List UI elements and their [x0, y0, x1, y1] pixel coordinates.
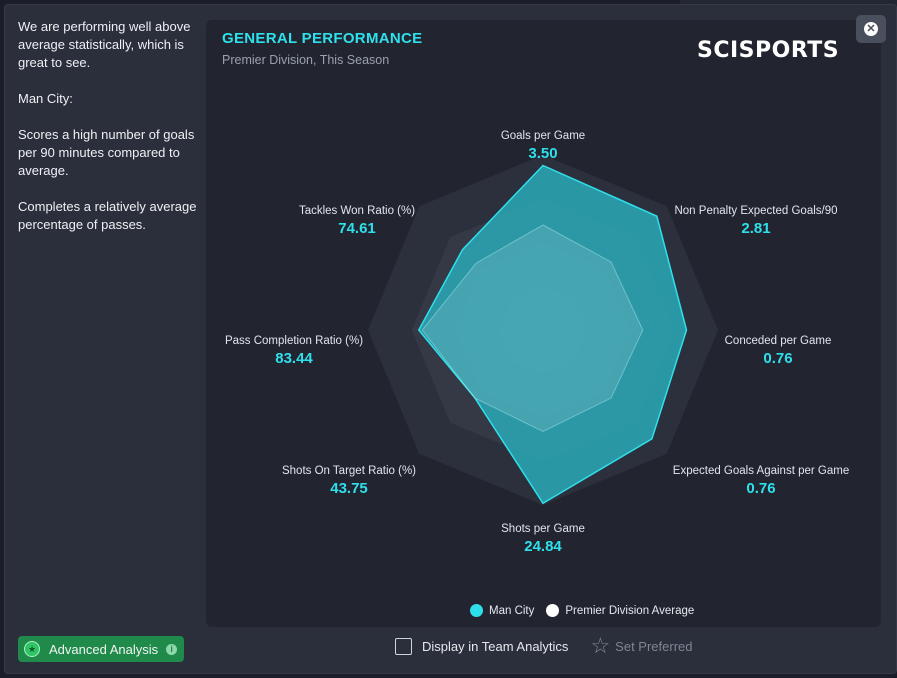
axis-label: Tackles Won Ratio (%) [298, 205, 416, 217]
summary-paragraph: Scores a high number of goals per 90 min… [18, 127, 195, 178]
sidebar-summary: We are performing well above average sta… [18, 18, 203, 252]
axis-value: 83.44 [275, 350, 313, 367]
set-preferred-label: Set Preferred [615, 638, 693, 654]
close-icon: ✕ [864, 22, 878, 36]
legend-swatch [470, 604, 483, 617]
axis-value: 3.50 [528, 145, 558, 162]
axis-value: 24.84 [524, 538, 562, 555]
axis-label: Goals per Game [500, 130, 586, 142]
bottom-controls: Display in Team Analytics ☆ Set Preferre… [395, 633, 693, 658]
axis-label: Non Penalty Expected Goals/90 [674, 205, 838, 217]
set-preferred-button[interactable]: ☆ Set Preferred [590, 633, 693, 658]
panel-title: GENERAL PERFORMANCE [222, 30, 423, 47]
legend-item-average: Premier Division Average [546, 604, 694, 617]
summary-paragraph: Completes a relatively average percentag… [18, 199, 197, 232]
axis-value: 43.75 [330, 480, 368, 497]
advanced-analysis-label: Advanced Analysis [49, 641, 159, 657]
axis-value: 74.61 [338, 220, 376, 237]
advanced-analysis-button[interactable]: ★ Advanced Analysis i [18, 636, 184, 662]
display-in-team-analytics-label[interactable]: Display in Team Analytics [422, 638, 569, 654]
axis-label: Shots per Game [501, 523, 585, 535]
axis-value: 2.81 [741, 220, 771, 237]
scisports-logo: SCISPORTS [697, 38, 840, 63]
axis-label: Conceded per Game [724, 335, 832, 347]
summary-paragraph: Man City: [18, 91, 73, 106]
display-in-team-analytics-checkbox[interactable] [395, 637, 412, 655]
star-outline-icon: ☆ [590, 633, 611, 658]
close-button[interactable]: ✕ [856, 15, 886, 43]
axis-value: 0.76 [763, 350, 793, 367]
performance-panel: GENERAL PERFORMANCE Premier Division, Th… [206, 20, 881, 627]
info-icon[interactable]: i [166, 643, 178, 655]
legend-label: Premier Division Average [565, 604, 695, 617]
panel-subtitle: Premier Division, This Season [222, 53, 390, 67]
star-badge-icon: ★ [24, 641, 40, 657]
axis-label: Pass Completion Ratio (%) [224, 335, 364, 347]
axis-value: 0.76 [746, 480, 776, 497]
summary-paragraph: We are performing well above average sta… [18, 19, 191, 70]
legend-item-team: Man City [470, 604, 534, 617]
legend-swatch [546, 604, 560, 617]
axis-label: Expected Goals Against per Game [672, 465, 850, 477]
axis-label: Shots On Target Ratio (%) [281, 465, 417, 477]
chart-legend: Man City Premier Division Average [470, 604, 706, 617]
legend-label: Man City [489, 604, 535, 617]
